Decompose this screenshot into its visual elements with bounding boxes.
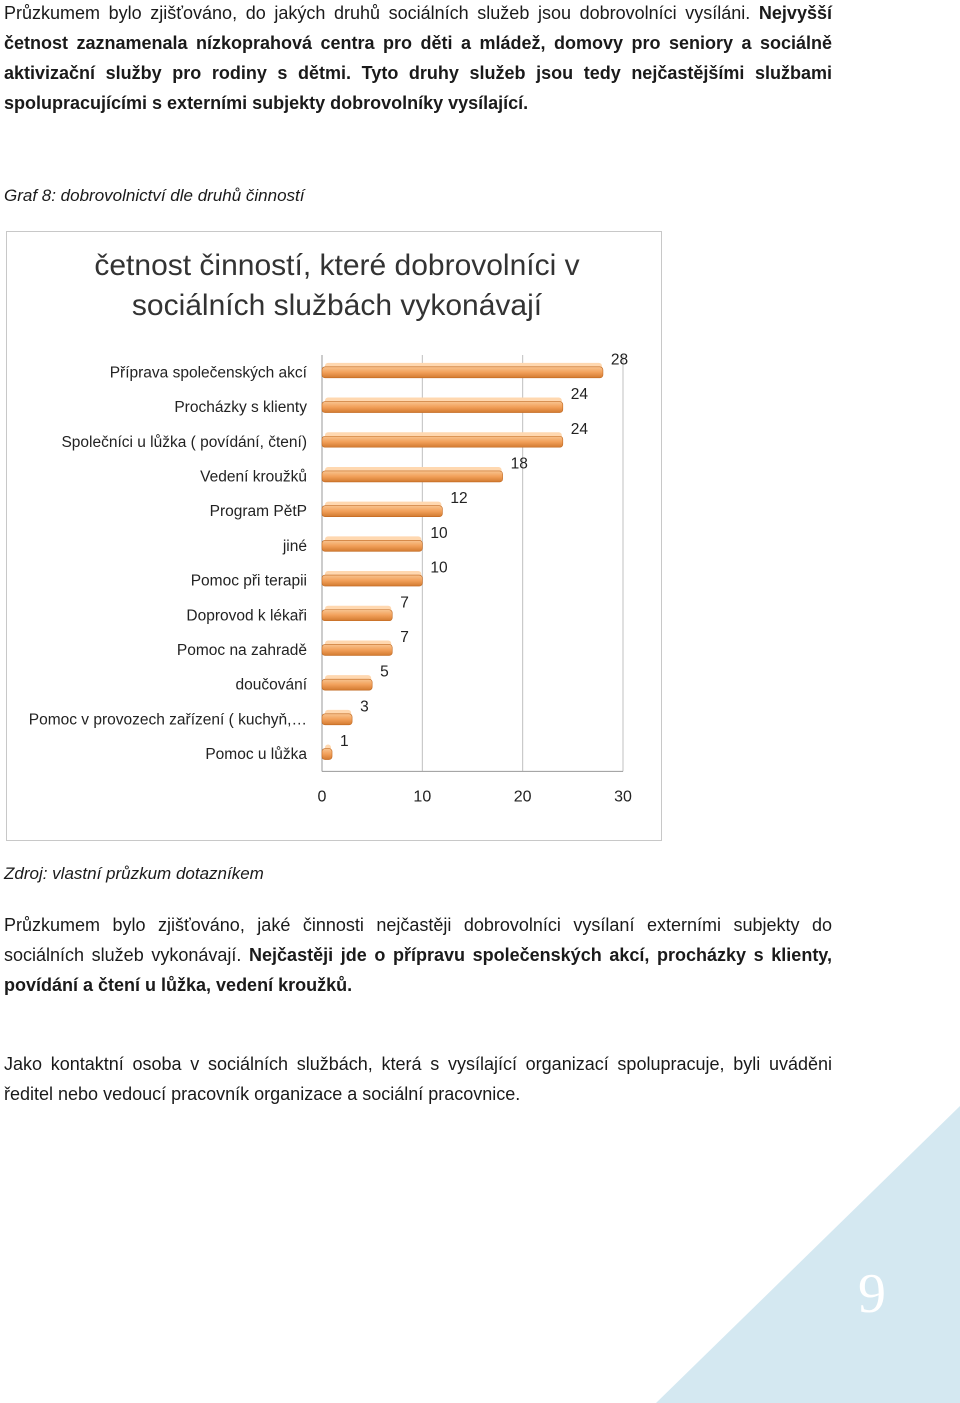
data-label: 10 xyxy=(430,525,448,542)
bar xyxy=(321,470,503,483)
bar xyxy=(321,644,393,656)
x-tick-label: 10 xyxy=(413,788,431,805)
data-label: 7 xyxy=(400,594,409,611)
category-label: Příprava společenských akcí xyxy=(110,364,308,381)
bar xyxy=(321,748,333,760)
category-label: doučování xyxy=(235,677,307,694)
bar xyxy=(321,609,393,622)
bar xyxy=(321,366,604,379)
category-label: Vedení kroužků xyxy=(200,468,307,485)
data-label: 24 xyxy=(571,386,589,403)
intro-bold-text-2: Tyto druhy služeb jsou tedy nejčastějším… xyxy=(4,63,832,113)
category-label: Doprovod k lékaři xyxy=(186,607,307,624)
intro-bold-text: Nejvyšší četnost zaznamenala nízkoprahov… xyxy=(4,3,832,83)
bar xyxy=(321,574,423,587)
bar xyxy=(321,678,373,691)
findings-text: Průzkumem bylo zjišťováno, jaké činnosti… xyxy=(4,915,832,965)
bar xyxy=(321,713,353,726)
category-label: Pomoc na zahradě xyxy=(177,642,307,659)
bar xyxy=(321,540,423,552)
contact-paragraph: Jako kontaktní osoba v sociálních službá… xyxy=(4,1054,832,1104)
x-tick-label: 30 xyxy=(614,788,632,805)
category-label: Procházky s klienty xyxy=(174,399,307,416)
bar xyxy=(321,435,564,448)
category-label: Program PětP xyxy=(210,503,307,520)
chart-container: četnost činností, které dobrovolníci v s… xyxy=(6,231,662,841)
bar xyxy=(321,505,443,517)
data-label: 12 xyxy=(450,490,467,507)
bar xyxy=(321,401,564,413)
intro-paragraph: Průzkumem bylo zjišťováno, do jakých dru… xyxy=(4,0,832,118)
bar-chart: 0 10 20 30 Příprava společenských akcí 28 Proc… xyxy=(29,351,632,805)
category-label: Pomoc při terapii xyxy=(191,573,307,590)
data-label: 1 xyxy=(340,733,349,750)
page-number: 9 xyxy=(858,1263,886,1325)
x-tick-label: 20 xyxy=(514,788,532,805)
findings-paragraph: Průzkumem bylo zjišťováno, jaké činnosti… xyxy=(4,910,832,1000)
category-label: Pomoc u lůžka xyxy=(205,746,307,763)
x-tick-label: 0 xyxy=(318,788,327,805)
source-caption: Zdroj: vlastní průzkum dotazníkem xyxy=(4,864,264,883)
findings-bold-text: Nejčastěji jde o přípravu společenských … xyxy=(4,945,832,995)
chart-title: četnost činností, které dobrovolníci v s… xyxy=(94,249,580,322)
data-label: 28 xyxy=(611,351,628,368)
intro-text: Průzkumem bylo zjišťováno, do jakých dru… xyxy=(4,3,751,23)
data-label: 24 xyxy=(571,421,589,438)
category-label: jiné xyxy=(282,538,307,555)
data-label: 18 xyxy=(511,455,528,472)
figure-caption: Graf 8: dobrovolnictví dle druhů činnost… xyxy=(4,186,305,205)
data-label: 7 xyxy=(400,629,409,646)
category-label: Společníci u lůžka ( povídání, čtení) xyxy=(61,434,307,451)
data-label: 5 xyxy=(380,664,389,681)
data-label: 10 xyxy=(430,560,448,577)
data-label: 3 xyxy=(360,698,369,715)
category-label: Pomoc v provozech zařízení ( kuchyň,… xyxy=(29,711,307,728)
